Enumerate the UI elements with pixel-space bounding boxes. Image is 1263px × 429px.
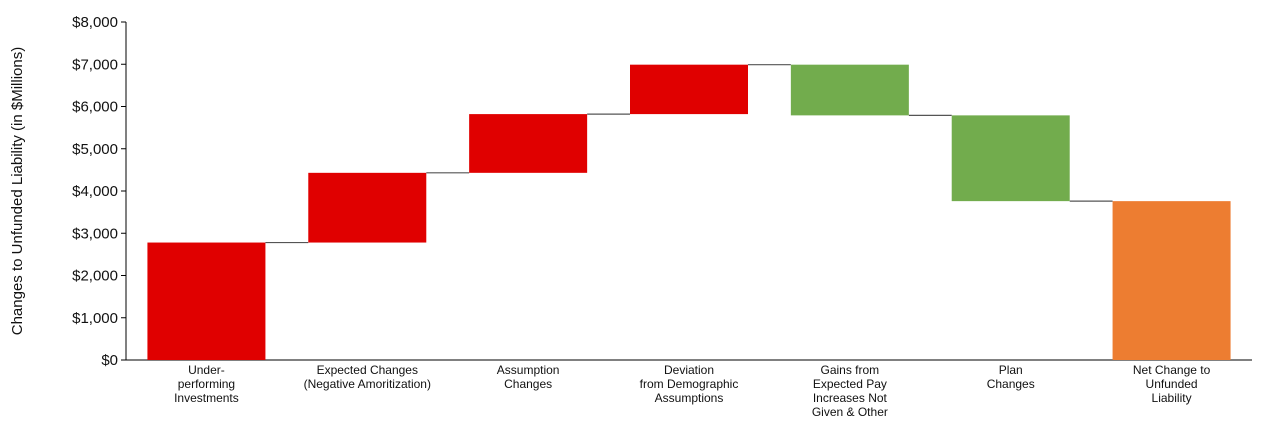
category-label-line: Changes bbox=[504, 377, 552, 391]
category-label-line: performing bbox=[178, 377, 235, 391]
y-tick-label: $0 bbox=[101, 352, 118, 369]
y-tick-label: $7,000 bbox=[72, 56, 118, 73]
bar bbox=[469, 114, 588, 173]
category-label-line: Liability bbox=[1152, 391, 1192, 405]
y-tick-label: $5,000 bbox=[72, 141, 118, 158]
category-label-line: Net Change to bbox=[1133, 363, 1211, 377]
category-label-line: Changes bbox=[987, 377, 1035, 391]
category-label-line: Gains from bbox=[821, 363, 880, 377]
category-label-line: Under- bbox=[188, 363, 225, 377]
connector-lines bbox=[265, 64, 1113, 244]
category-label-line: Expected Pay bbox=[813, 377, 887, 391]
y-tick-label: $8,000 bbox=[72, 14, 118, 31]
category-label-line: Assumption bbox=[497, 363, 560, 377]
y-tick-label: $1,000 bbox=[72, 310, 118, 327]
category-label-line: from Demographic bbox=[640, 377, 739, 391]
category-label-line: Plan bbox=[999, 363, 1023, 377]
category-label-line: Expected Changes bbox=[317, 363, 418, 377]
y-tick-label: $3,000 bbox=[72, 225, 118, 242]
bar bbox=[1112, 201, 1231, 360]
category-label-line: (Negative Amoritization) bbox=[304, 377, 431, 391]
bar bbox=[308, 172, 427, 243]
bar bbox=[630, 64, 748, 115]
y-tick-label: $6,000 bbox=[72, 99, 118, 116]
y-axis-title: Changes to Unfunded Liability (in $Milli… bbox=[9, 47, 26, 336]
y-tick-label: $2,000 bbox=[72, 268, 118, 285]
category-label-line: Given & Other bbox=[812, 405, 888, 419]
category-label-line: Deviation bbox=[664, 363, 714, 377]
category-label-line: Assumptions bbox=[655, 391, 724, 405]
category-label-line: Investments bbox=[174, 391, 239, 405]
bar bbox=[790, 64, 909, 116]
category-label-line: Increases Not bbox=[813, 391, 888, 405]
bar bbox=[147, 242, 266, 360]
bar bbox=[951, 115, 1070, 202]
category-label-line: Unfunded bbox=[1146, 377, 1198, 391]
y-tick-label: $4,000 bbox=[72, 183, 118, 200]
y-axis: $0 $1,000 $2,000 $3,000 $4,000 $5,000 $6,000 $7… bbox=[72, 14, 1252, 369]
bars bbox=[147, 64, 1231, 360]
